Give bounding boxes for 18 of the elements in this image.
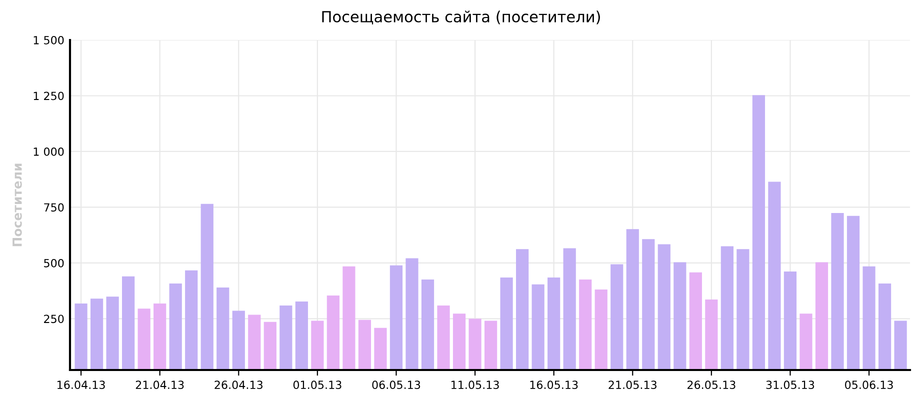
y-tick-label: 1 000	[34, 147, 64, 156]
y-tick-label: 500	[44, 258, 64, 268]
x-tick-label: 21.05.13	[608, 380, 656, 390]
x-tick-label: 21.04.13	[136, 380, 184, 390]
x-tick-label: 31.05.13	[766, 380, 814, 390]
x-tick-label: 16.04.13	[58, 380, 105, 390]
x-tick-label: 06.05.13	[372, 380, 420, 390]
y-tick-label: 1 250	[34, 92, 64, 100]
y-tick-label: 750	[44, 203, 64, 212]
x-tick-label: 26.04.13	[214, 380, 262, 390]
x-tick-label: 11.05.13	[452, 380, 499, 390]
y-tick-label: 250	[44, 314, 64, 324]
x-tick-label: 05.06.13	[845, 380, 893, 390]
x-tick-label: 01.05.13	[293, 380, 342, 390]
x-tick-label: 16.05.13	[530, 380, 578, 390]
x-tick-label: 26.05.13	[688, 380, 736, 390]
chart-title: Посещаемость сайта (посетители)	[322, 10, 600, 24]
y-tick-label: 1 500	[34, 36, 64, 44]
